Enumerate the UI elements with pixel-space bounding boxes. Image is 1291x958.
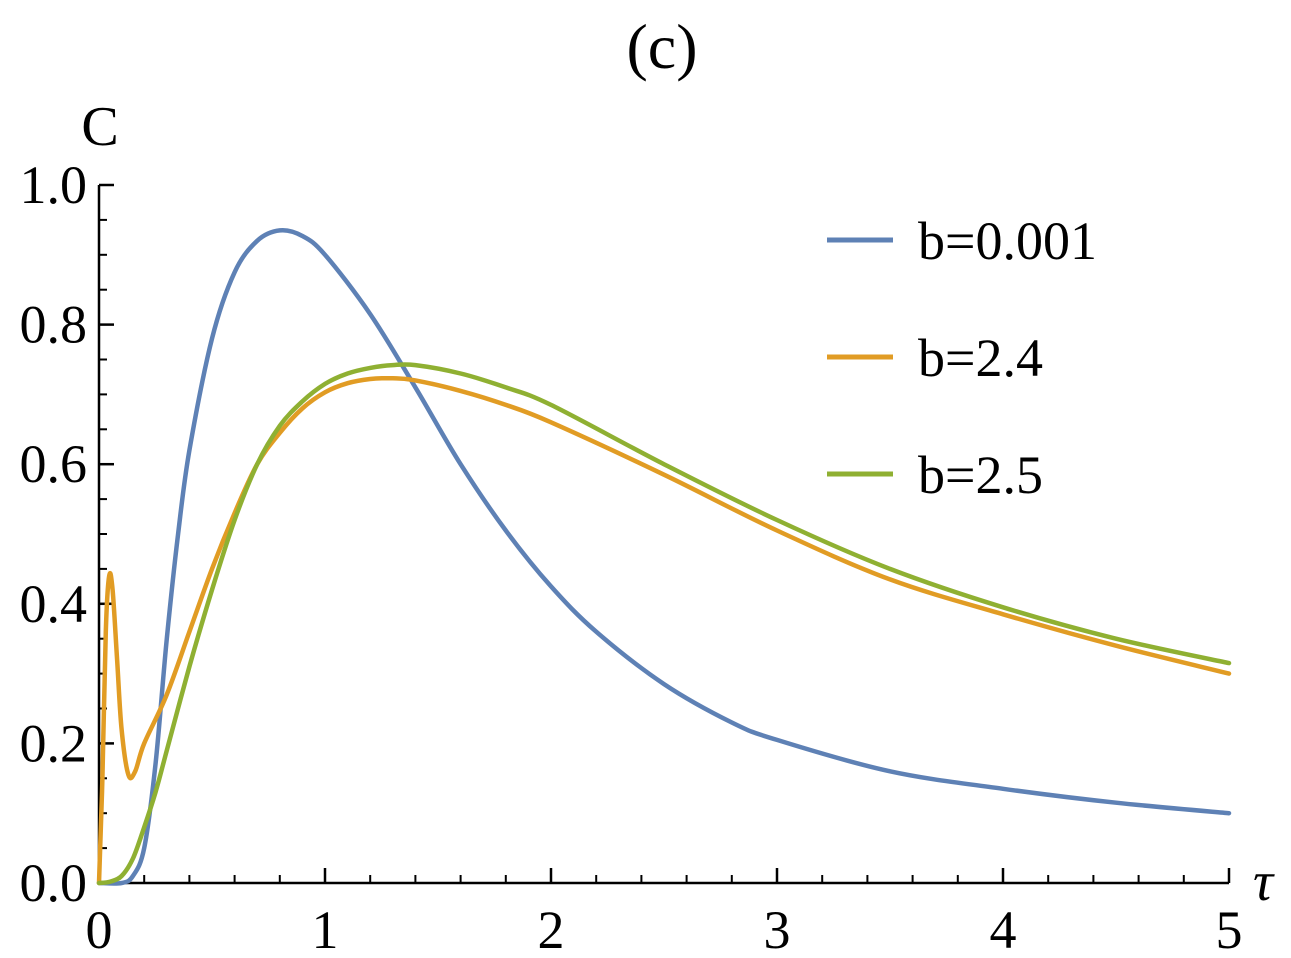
axes: 0 1 2 3 4 5 0.0 0.2 0.4 0.6 0.8 1.0 bbox=[20, 155, 1243, 958]
y-tick-label: 0.2 bbox=[20, 713, 88, 773]
y-tick-label: 0.8 bbox=[20, 295, 88, 355]
y-tick-label: 0.4 bbox=[20, 574, 88, 634]
y-tick-label: 0.6 bbox=[20, 434, 88, 494]
y-axis-label: C bbox=[81, 96, 118, 158]
x-tick-label: 0 bbox=[86, 900, 113, 958]
x-tick-label: 3 bbox=[764, 900, 791, 958]
series-line-3 bbox=[96, 362, 1232, 886]
y-tick-label: 1.0 bbox=[20, 155, 88, 215]
series-line-2 bbox=[96, 375, 1232, 886]
series-line-1 bbox=[96, 227, 1232, 886]
x-tick-label: 2 bbox=[538, 900, 565, 958]
chart-title: (c) bbox=[626, 11, 697, 82]
plot-area bbox=[96, 227, 1232, 886]
x-tick-label: 4 bbox=[990, 900, 1017, 958]
legend-label: b=0.001 bbox=[918, 211, 1097, 271]
x-tick-label: 1 bbox=[312, 900, 339, 958]
x-tick-label: 5 bbox=[1216, 900, 1243, 958]
legend: b=0.001 b=2.4 b=2.5 bbox=[827, 211, 1097, 505]
y-tick-label: 0.0 bbox=[20, 853, 88, 913]
legend-label: b=2.5 bbox=[918, 445, 1043, 505]
x-axis-label: τ bbox=[1253, 851, 1275, 913]
legend-label: b=2.4 bbox=[918, 328, 1043, 388]
